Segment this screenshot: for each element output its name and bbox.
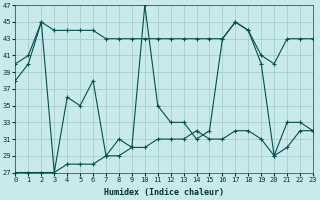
X-axis label: Humidex (Indice chaleur): Humidex (Indice chaleur) bbox=[104, 188, 224, 197]
